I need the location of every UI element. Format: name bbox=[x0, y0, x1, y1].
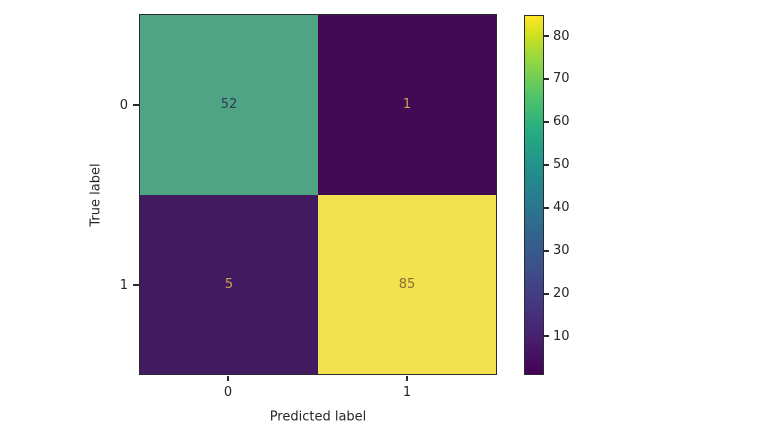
x-tick-mark-0 bbox=[227, 376, 229, 381]
y-tick-mark-1 bbox=[133, 284, 139, 286]
colorbar-tick-mark-10 bbox=[544, 335, 549, 337]
colorbar-tick-label-40: 40 bbox=[553, 200, 570, 215]
colorbar bbox=[524, 15, 544, 375]
colorbar-tick-label-20: 20 bbox=[553, 286, 570, 301]
y-axis-label: True label bbox=[88, 163, 104, 227]
matrix-cell-true1-pred1: 85 bbox=[318, 194, 496, 374]
y-tick-mark-0 bbox=[133, 104, 139, 106]
colorbar-tick-mark-40 bbox=[544, 207, 549, 209]
matrix-cell-true0-pred0: 52 bbox=[140, 15, 318, 195]
confusion-matrix-heatmap: 52 1 5 85 bbox=[139, 14, 497, 375]
y-tick-label-0: 0 bbox=[119, 98, 128, 113]
colorbar-tick-label-60: 60 bbox=[553, 114, 570, 129]
colorbar-tick-label-10: 10 bbox=[553, 329, 570, 344]
colorbar-tick-mark-60 bbox=[544, 121, 549, 123]
colorbar-tick-mark-50 bbox=[544, 164, 549, 166]
colorbar-tick-mark-20 bbox=[544, 293, 549, 295]
x-axis-label: Predicted label bbox=[269, 409, 367, 425]
colorbar-tick-label-50: 50 bbox=[553, 157, 570, 172]
colorbar-tick-label-30: 30 bbox=[553, 243, 570, 258]
colorbar-tick-mark-30 bbox=[544, 250, 549, 252]
x-tick-mark-1 bbox=[406, 376, 408, 381]
colorbar-tick-mark-80 bbox=[544, 35, 549, 37]
colorbar-tick-label-70: 70 bbox=[553, 71, 570, 86]
x-tick-label-1: 1 bbox=[402, 385, 412, 400]
matrix-cell-true1-pred0: 5 bbox=[140, 194, 318, 374]
colorbar-tick-label-80: 80 bbox=[553, 29, 570, 44]
x-tick-label-0: 0 bbox=[223, 385, 233, 400]
y-tick-label-1: 1 bbox=[119, 278, 128, 293]
colorbar-tick-mark-70 bbox=[544, 78, 549, 80]
matrix-cell-true0-pred1: 1 bbox=[318, 15, 496, 195]
